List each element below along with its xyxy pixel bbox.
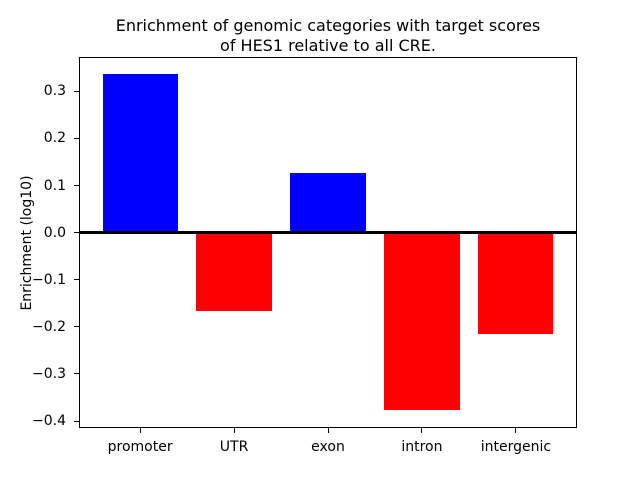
- y-tick-label-−0.4: −0.4: [32, 413, 66, 430]
- x-tick-label-UTR: UTR: [219, 439, 249, 455]
- bar-UTR: [196, 232, 272, 311]
- x-tick-promoter: [139, 428, 141, 433]
- y-tick-0.3: [74, 90, 79, 92]
- y-axis-label: Enrichment (log10): [19, 175, 35, 311]
- y-tick-label-0.0: 0.0: [43, 224, 66, 241]
- chart-title: Enrichment of genomic categories with ta…: [79, 16, 577, 56]
- x-tick-intron: [421, 428, 423, 433]
- zero-baseline: [80, 231, 576, 235]
- bar-promoter: [102, 74, 178, 233]
- y-tick-label-0.3: 0.3: [43, 83, 66, 100]
- x-tick-label-promoter: promoter: [107, 439, 173, 455]
- x-tick-label-exon: exon: [311, 439, 345, 455]
- chart-title-line1: Enrichment of genomic categories with ta…: [115, 16, 541, 35]
- x-tick-label-intron: intron: [401, 439, 443, 455]
- y-tick-0.2: [74, 137, 79, 139]
- plot-area: promoter UTR exon intron intergenic 0.3 0.2 0.1…: [32, 57, 577, 455]
- y-tick-−0.3: [74, 373, 79, 375]
- x-tick-intergenic: [515, 428, 517, 433]
- chart-title-line2: of HES1 relative to all CRE.: [220, 36, 436, 55]
- y-tick-label-0.1: 0.1: [43, 177, 66, 194]
- y-tick-label-−0.2: −0.2: [32, 318, 66, 335]
- x-tick-exon: [327, 428, 329, 433]
- y-tick-0.0: [74, 232, 79, 234]
- y-tick-−0.4: [74, 420, 79, 422]
- bar-intergenic: [478, 232, 554, 335]
- y-tick-−0.1: [74, 279, 79, 281]
- y-tick-label-−0.3: −0.3: [32, 365, 66, 382]
- y-tick-label-−0.1: −0.1: [32, 271, 66, 288]
- y-tick-−0.2: [74, 326, 79, 328]
- y-tick-0.1: [74, 185, 79, 186]
- bar-intron: [384, 232, 460, 410]
- y-tick-label-0.2: 0.2: [43, 130, 66, 147]
- bar-exon: [290, 173, 366, 233]
- x-tick-UTR: [233, 428, 235, 433]
- x-tick-label-intergenic: intergenic: [480, 439, 552, 455]
